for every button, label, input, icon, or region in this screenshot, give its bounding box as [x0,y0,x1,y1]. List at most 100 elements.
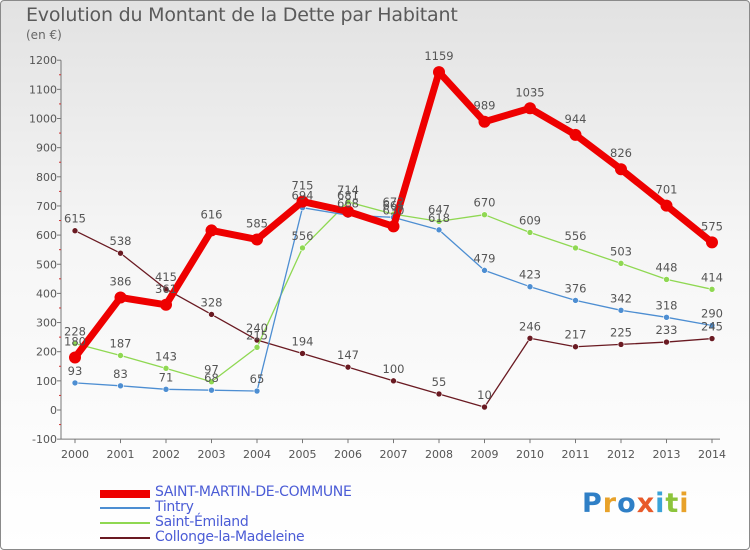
chart-title: Evolution du Montant de la Dette par Hab… [26,4,458,26]
legend-label: Tintry [155,499,194,515]
data-point [253,387,261,395]
x-tick-label: 2014 [698,448,726,461]
x-tick-label: 2002 [152,448,180,461]
legend-label: SAINT-MARTIN-DE-COMMUNE [155,484,352,500]
legend-swatch [100,522,150,524]
data-label: 668 [337,196,359,210]
data-label: 10 [477,388,492,402]
data-point [572,297,579,304]
data-point [160,298,172,311]
data-point [162,285,170,293]
data-point [162,386,170,393]
data-label: 672 [383,195,405,209]
x-tick-label: 2013 [653,448,681,461]
data-label: 556 [292,229,314,243]
y-tick-label: 900 [36,142,57,155]
data-label: 503 [610,244,632,258]
legend-label: Collonge-la-Madeleine [155,529,305,545]
data-point [663,338,670,346]
data-point [390,377,397,385]
y-tick-label: 1100 [29,83,57,96]
data-label: 65 [250,372,265,386]
data-point [69,351,81,364]
legend-swatch [100,490,150,498]
x-tick-label: 2006 [334,448,362,461]
x-tick-label: 2003 [198,448,226,461]
data-point [296,195,309,208]
logo-letter: P [582,488,603,519]
logo-letter: i [679,488,690,519]
logo-letter: r [602,488,618,519]
data-label: 715 [292,179,314,193]
data-label: 318 [656,298,678,312]
data-label: 989 [474,99,496,113]
data-point [208,386,215,394]
data-label: 944 [565,112,587,126]
data-point [117,249,124,257]
data-label: 701 [656,183,678,197]
data-point [71,227,79,235]
chart-subtitle: (en €) [26,28,62,42]
legend-swatch [100,537,150,539]
data-label: 228 [64,325,86,339]
data-label: 714 [337,183,359,197]
data-label: 585 [246,216,268,230]
data-label: 225 [610,325,632,339]
data-point [208,311,215,318]
y-tick-label: 400 [36,287,57,300]
data-point [708,335,716,342]
y-tick-label: 700 [36,200,57,213]
x-tick-label: 2000 [61,448,89,461]
y-tick-label: 200 [36,346,57,359]
data-label: 826 [610,146,632,160]
data-label: 143 [155,349,177,363]
data-label: 681 [337,188,359,202]
data-label: 661 [383,198,405,212]
data-label: 647 [428,202,450,216]
proxiti-logo[interactable]: Proxiti [582,488,690,519]
data-point [71,340,79,347]
y-tick-label: 800 [36,171,57,184]
data-point [524,102,536,115]
data-point [708,286,716,293]
data-point [71,379,79,387]
data-point [481,267,488,274]
y-tick-label: 600 [36,229,57,242]
y-tick-label: 0 [50,404,57,417]
data-label: 538 [110,234,132,248]
data-label: 93 [68,364,83,378]
data-point [162,365,170,372]
data-label: 376 [565,281,587,295]
data-label: 68 [204,371,219,385]
data-label: 630 [383,203,405,217]
data-label: 187 [110,336,132,350]
y-tick-label: 100 [36,375,57,388]
data-label: 615 [64,212,86,226]
data-label: 328 [201,295,223,309]
data-label: 246 [519,319,541,333]
data-point [663,276,670,283]
data-label: 147 [337,348,359,362]
data-point [435,390,443,398]
data-point [617,260,625,267]
data-point [526,334,534,342]
x-tick-label: 2001 [107,448,135,461]
data-label: 245 [701,320,723,334]
data-point [660,199,673,212]
data-point [342,205,354,218]
data-point [208,378,215,386]
data-label: 83 [113,367,128,381]
data-label: 180 [64,335,86,349]
data-point [344,363,352,371]
logo-letter: t [665,488,680,519]
data-point [251,233,263,246]
y-tick-label: 1200 [29,54,57,67]
data-label: 670 [474,196,496,210]
data-label: 217 [565,328,587,342]
data-label: 194 [292,334,314,348]
y-tick-label: 300 [36,317,57,330]
data-point [117,352,124,359]
data-point [572,244,579,252]
logo-letter: o [617,488,637,519]
